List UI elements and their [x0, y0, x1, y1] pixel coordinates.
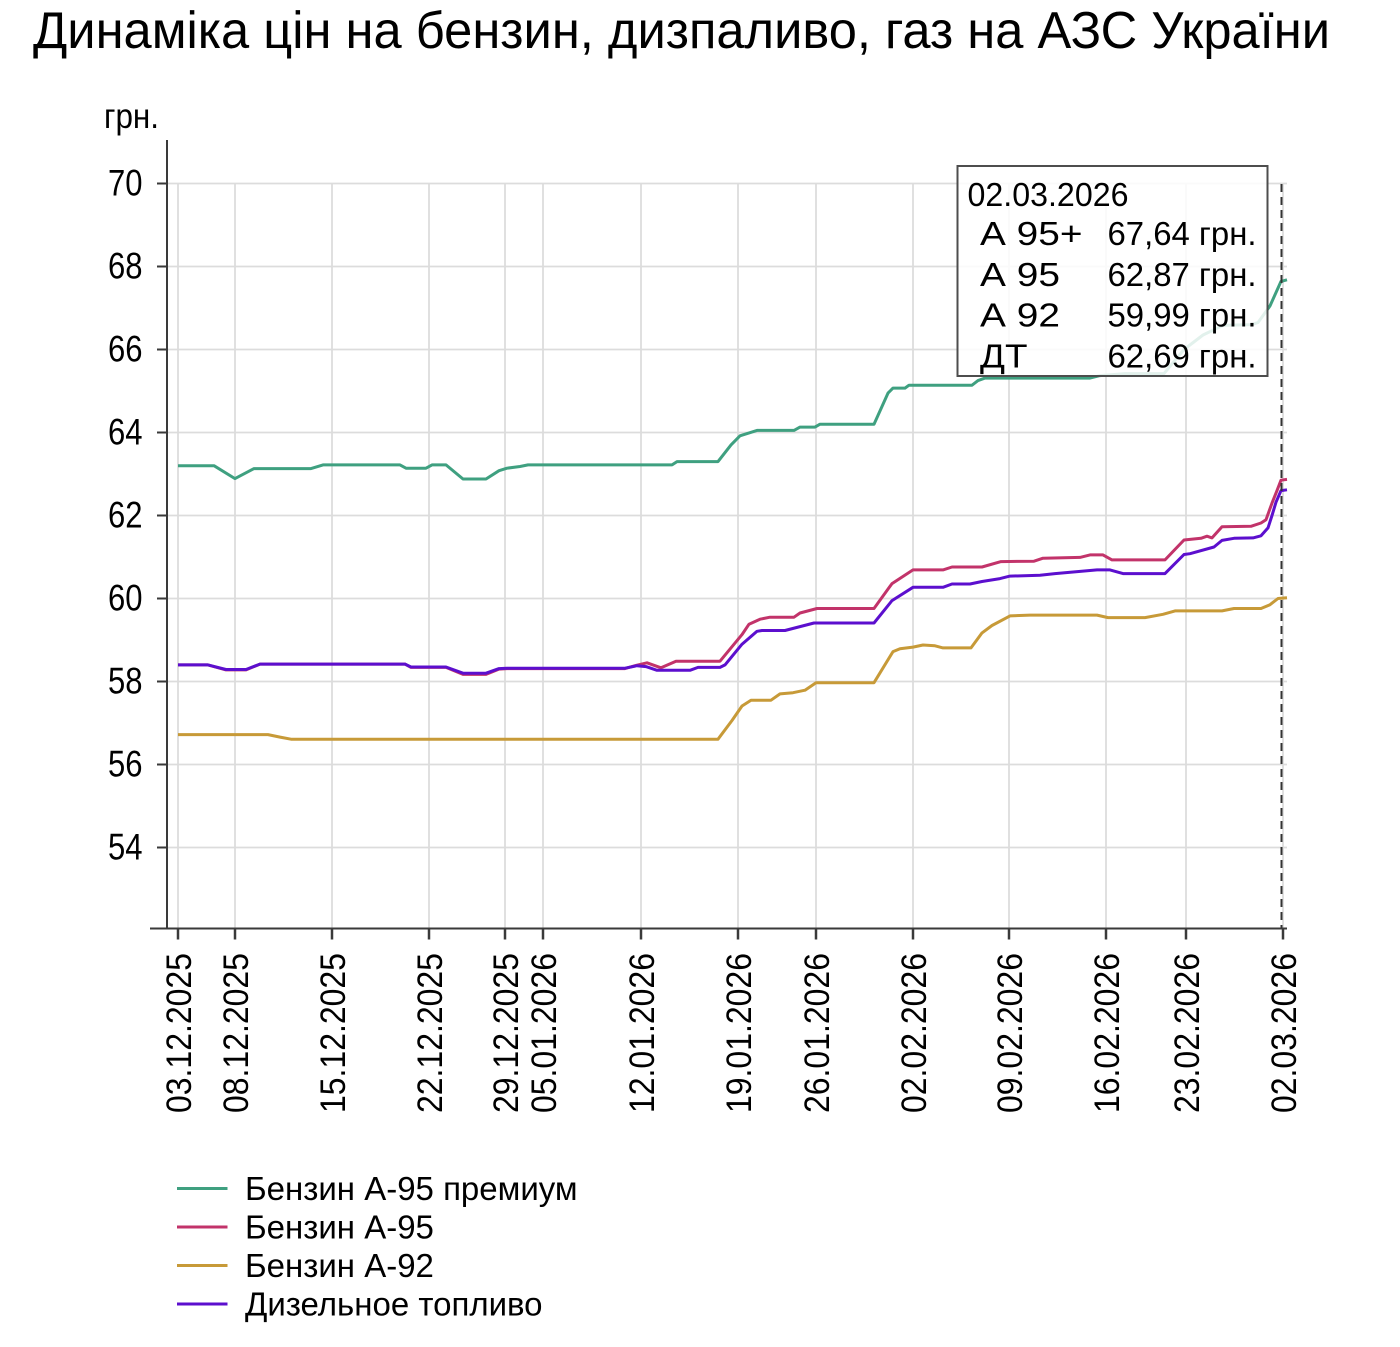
svg-text:56: 56	[108, 743, 143, 784]
svg-text:08.12.2025: 08.12.2025	[216, 953, 256, 1113]
svg-text:64: 64	[108, 411, 143, 452]
svg-text:Бензин А-92: Бензин А-92	[245, 1247, 434, 1284]
svg-text:19.01.2026: 19.01.2026	[719, 953, 759, 1113]
svg-text:02.02.2026: 02.02.2026	[894, 953, 934, 1113]
svg-text:Динаміка цін на бензин, дизпал: Динаміка цін на бензин, дизпаливо, газ н…	[33, 2, 1330, 60]
svg-text:23.02.2026: 23.02.2026	[1167, 953, 1207, 1113]
svg-text:62,87 грн.: 62,87 грн.	[1108, 256, 1257, 293]
svg-text:58: 58	[108, 660, 143, 701]
svg-text:А 95+: А 95+	[980, 215, 1083, 252]
svg-text:12.01.2026: 12.01.2026	[622, 953, 662, 1113]
svg-text:29.12.2025: 29.12.2025	[486, 953, 526, 1113]
svg-text:16.02.2026: 16.02.2026	[1087, 953, 1127, 1113]
svg-text:Бензин А-95 премиум: Бензин А-95 премиум	[245, 1170, 578, 1207]
svg-text:А 95: А 95	[980, 256, 1060, 293]
svg-text:54: 54	[108, 826, 143, 867]
svg-text:60: 60	[108, 577, 143, 618]
svg-text:22.12.2025: 22.12.2025	[410, 953, 450, 1113]
svg-text:62: 62	[108, 494, 143, 535]
svg-text:05.01.2026: 05.01.2026	[524, 953, 564, 1113]
svg-text:грн.: грн.	[104, 97, 159, 136]
svg-text:70: 70	[108, 162, 143, 203]
svg-text:15.12.2025: 15.12.2025	[313, 953, 353, 1113]
svg-text:02.03.2026: 02.03.2026	[968, 176, 1129, 213]
svg-text:67,64 грн.: 67,64 грн.	[1108, 215, 1257, 252]
svg-text:26.01.2026: 26.01.2026	[797, 953, 837, 1113]
svg-text:03.12.2025: 03.12.2025	[159, 953, 199, 1113]
svg-text:68: 68	[108, 245, 143, 286]
svg-text:ДТ: ДТ	[980, 337, 1028, 374]
svg-text:66: 66	[108, 328, 143, 369]
svg-text:Бензин А-95: Бензин А-95	[245, 1209, 434, 1246]
svg-text:А 92: А 92	[980, 297, 1060, 334]
svg-text:Дизельное топливо: Дизельное топливо	[245, 1286, 543, 1323]
svg-text:09.02.2026: 09.02.2026	[990, 953, 1030, 1113]
svg-text:02.03.2026: 02.03.2026	[1264, 953, 1304, 1113]
svg-text:59,99 грн.: 59,99 грн.	[1108, 297, 1257, 334]
svg-text:62,69 грн.: 62,69 грн.	[1108, 337, 1257, 374]
